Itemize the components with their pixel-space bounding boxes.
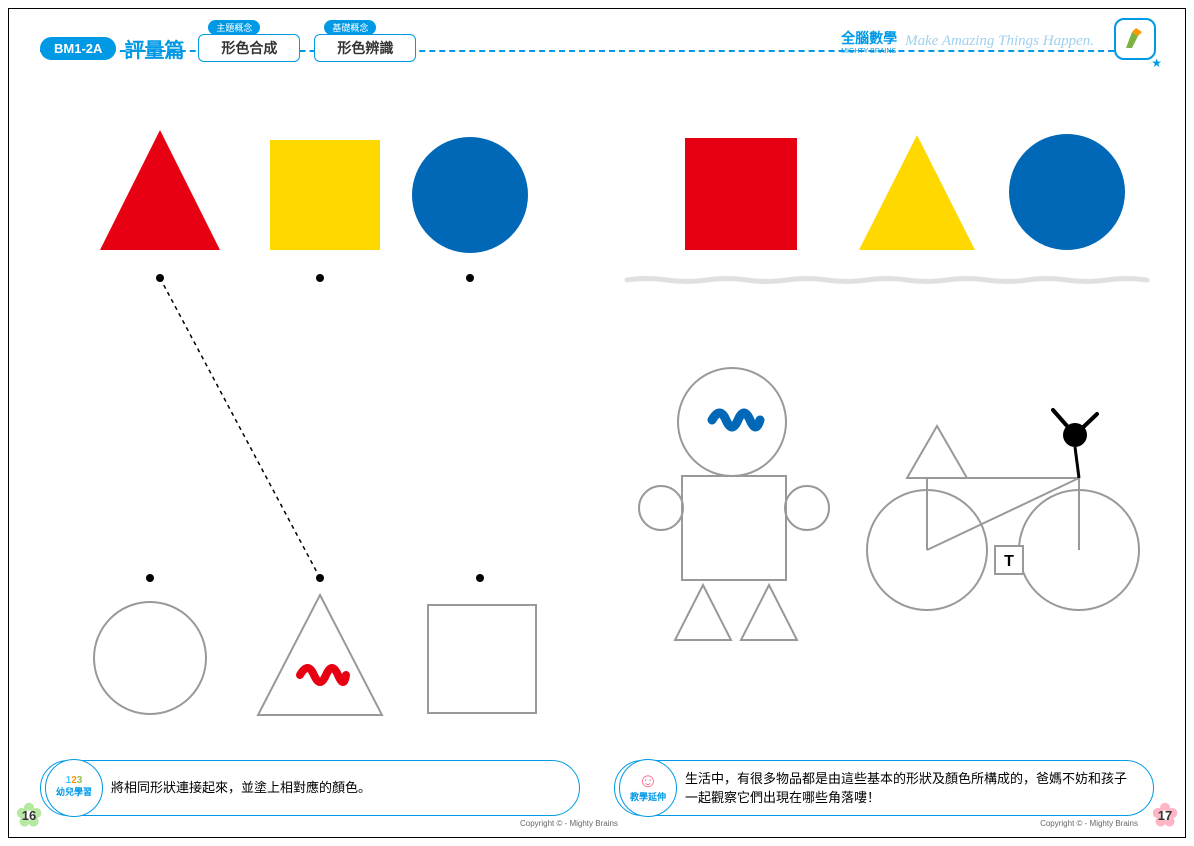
robot-body: [682, 476, 786, 580]
left-page-canvas: [20, 80, 580, 740]
connection-line: [160, 278, 320, 578]
corner-logo: [1114, 18, 1156, 60]
brand-name: 全腦數學: [841, 30, 897, 46]
top-triangle-yellow: [859, 135, 975, 250]
bottom-circle-outline: [94, 602, 206, 714]
pencil-icon: [1122, 26, 1148, 52]
robot-foot-left: [675, 585, 731, 640]
scribble-divider: [627, 279, 1147, 282]
dot: [476, 574, 484, 582]
copyright-right: Copyright © - Mighty Brains: [1040, 819, 1138, 828]
footer-left-box: 123 幼兒學習 將相同形狀連接起來，並塗上相對應的顏色。: [40, 760, 580, 816]
left-page: [20, 80, 577, 766]
copyright-left: Copyright © - Mighty Brains: [520, 819, 618, 828]
top-square-red: [685, 138, 797, 250]
bottom-triangle-scribble: [300, 668, 346, 682]
concept-basic-text: 形色辨識: [314, 34, 416, 62]
robot-foot-right: [741, 585, 797, 640]
dot: [316, 274, 324, 282]
footer-right-badge-label: 教學延伸: [630, 791, 666, 805]
brand-sub: MIGHTY BRAINS: [841, 48, 897, 55]
bike-pedal-mark: T: [1004, 553, 1014, 570]
smile-icon: ☺: [638, 771, 658, 791]
unit-code-badge: BM1-2A: [40, 37, 116, 60]
footer-left-text: 將相同形狀連接起來，並塗上相對應的顏色。: [111, 778, 371, 798]
section-title: 評量篇: [124, 34, 184, 63]
robot-arm-left: [639, 486, 683, 530]
concept-main-text: 形色合成: [198, 34, 300, 62]
concept-basic: 基礎概念 形色辨識: [314, 34, 416, 62]
page-number-left: 16: [14, 800, 44, 830]
right-page: T: [617, 80, 1174, 766]
footer-left-badge-label: 幼兒學習: [56, 786, 92, 800]
concept-basic-label: 基礎概念: [324, 20, 376, 35]
bottom-triangle-outline: [258, 595, 382, 715]
header: BM1-2A 評量篇 主題概念 形色合成 基礎概念 形色辨識 全腦數學 MIGH…: [40, 28, 1154, 68]
dot: [466, 274, 474, 282]
robot-arm-right: [785, 486, 829, 530]
footer-right-box: ☺ 教學延伸 生活中，有很多物品都是由這些基本的形狀及顏色所構成的，爸媽不妨和孩…: [614, 760, 1154, 816]
top-square-yellow: [270, 140, 380, 250]
right-page-canvas: T: [617, 80, 1177, 740]
star-icon: ★: [1151, 56, 1162, 70]
top-circle-blue: [1009, 134, 1125, 250]
numbers-icon: 123: [66, 776, 83, 786]
concept-main-label: 主題概念: [208, 20, 260, 35]
robot-head-scribble: [712, 413, 760, 427]
bike-seat-stem: [1075, 447, 1079, 478]
bike-front-triangle: [907, 426, 967, 478]
bottom-square-outline: [428, 605, 536, 713]
bike-frame: [927, 478, 1079, 550]
page-number-right: 17: [1150, 800, 1180, 830]
footer-right-text: 生活中，有很多物品都是由這些基本的形狀及顏色所構成的，爸媽不妨和孩子一起觀察它們…: [685, 769, 1133, 808]
top-triangle-red: [100, 130, 220, 250]
top-circle-blue: [412, 137, 528, 253]
footer-left-badge: 123 幼兒學習: [45, 759, 103, 817]
brand-area: 全腦數學 MIGHTY BRAINS Make Amazing Things H…: [841, 28, 1094, 55]
dot: [316, 574, 324, 582]
brand-slogan: Make Amazing Things Happen.: [905, 33, 1094, 50]
concept-main: 主題概念 形色合成: [198, 34, 300, 62]
spread-content: T: [20, 80, 1174, 766]
dot: [146, 574, 154, 582]
footer-right-badge: ☺ 教學延伸: [619, 759, 677, 817]
